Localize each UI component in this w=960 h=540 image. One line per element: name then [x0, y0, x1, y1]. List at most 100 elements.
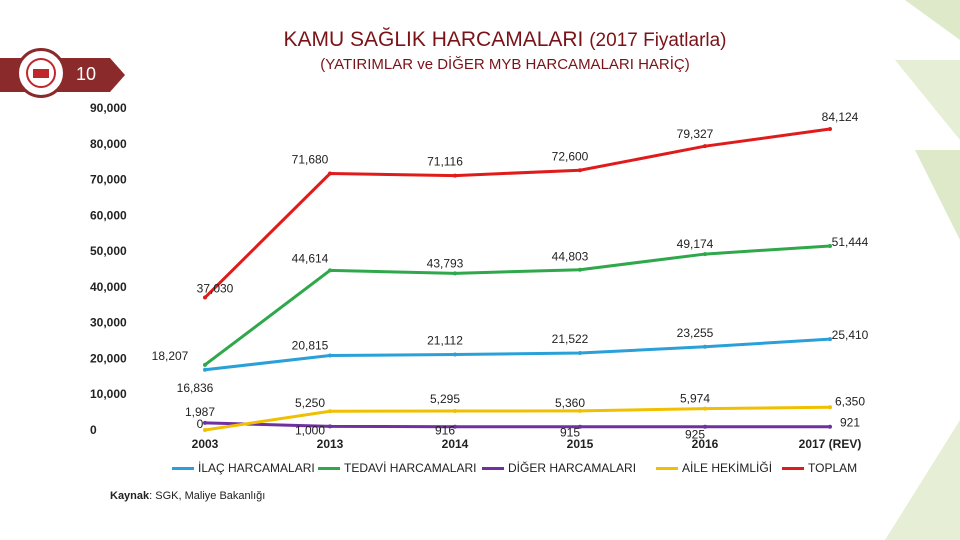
legend-swatch — [172, 466, 194, 470]
data-point — [203, 420, 207, 425]
data-label: 916 — [435, 424, 455, 438]
data-point — [703, 144, 707, 149]
series-line — [203, 127, 831, 299]
x-tick-label: 2017 (REV) — [799, 437, 862, 451]
x-tick-label: 2013 — [317, 437, 344, 451]
series-line — [204, 337, 831, 372]
y-tick-label: 10,000 — [90, 387, 127, 401]
series-line — [204, 405, 831, 432]
chart-title: KAMU SAĞLIK HARCAMALARI (2017 Fiyatlarla… — [0, 28, 960, 52]
data-point — [203, 295, 207, 300]
chart-title-main: KAMU SAĞLIK HARCAMALARI — [283, 28, 584, 51]
data-point — [453, 271, 457, 276]
data-label: 43,793 — [427, 256, 464, 270]
data-label: 5,250 — [295, 396, 325, 410]
y-tick-label: 60,000 — [90, 208, 127, 222]
data-label: 5,974 — [680, 392, 710, 406]
data-point — [828, 337, 832, 342]
data-label: 25,410 — [832, 328, 869, 342]
legend-swatch — [656, 466, 678, 470]
legend-item: TEDAVİ HARCAMALARI — [318, 461, 476, 475]
y-tick-label: 30,000 — [90, 316, 127, 330]
chart-title-sub: (2017 Fiyatlarla) — [589, 30, 727, 51]
data-point — [328, 268, 332, 273]
source-note: Kaynak: SGK, Maliye Bakanlığı — [110, 490, 265, 502]
data-label: 21,522 — [552, 332, 589, 346]
data-label: 51,444 — [832, 235, 869, 249]
data-point — [328, 424, 332, 429]
data-label: 44,803 — [552, 250, 589, 264]
data-label: 72,600 — [552, 149, 589, 163]
y-tick-label: 50,000 — [90, 244, 127, 258]
data-label: 1,987 — [185, 405, 215, 419]
data-point — [828, 405, 832, 410]
data-point — [453, 352, 457, 357]
ministry-logo — [16, 48, 66, 98]
data-point — [328, 353, 332, 358]
data-label: 925 — [685, 428, 705, 442]
data-label: 915 — [560, 426, 580, 440]
data-label: 5,295 — [430, 392, 460, 406]
data-label: 84,124 — [822, 110, 859, 124]
data-point — [578, 168, 582, 173]
y-tick-label: 90,000 — [90, 101, 127, 115]
data-point — [203, 362, 207, 367]
slide-number: 10 — [76, 64, 97, 84]
x-tick-label: 2016 — [692, 437, 719, 451]
data-point — [828, 424, 832, 429]
data-point — [703, 424, 707, 429]
decorative-stripes — [885, 0, 960, 540]
data-point — [578, 408, 582, 413]
y-tick-label: 40,000 — [90, 280, 127, 294]
chart-subtitle: (YATIRIMLAR ve DİĞER MYB HARCAMALARI HAR… — [320, 56, 690, 73]
data-point — [828, 127, 832, 132]
series-line — [204, 244, 831, 367]
legend-swatch — [318, 466, 340, 470]
data-label: 6,350 — [835, 394, 865, 408]
series-line — [204, 421, 831, 429]
data-point — [578, 424, 582, 429]
y-tick-label: 0 — [90, 423, 97, 437]
data-label: 18,207 — [152, 349, 189, 363]
y-tick-label: 20,000 — [90, 351, 127, 365]
data-label: 1,000 — [295, 423, 325, 437]
data-point — [453, 409, 457, 414]
data-label: 0 — [197, 417, 204, 431]
data-label: 71,116 — [427, 155, 463, 169]
legend-item: DİĞER HARCAMALARI — [482, 461, 636, 475]
data-point — [703, 252, 707, 257]
legend-swatch — [482, 466, 504, 470]
data-label: 49,174 — [677, 237, 714, 251]
source-text: : SGK, Maliye Bakanlığı — [149, 490, 266, 502]
legend-label: TEDAVİ HARCAMALARI — [344, 461, 477, 475]
data-point — [203, 428, 207, 432]
y-tick-label: 70,000 — [90, 173, 127, 187]
data-label: 5,360 — [555, 396, 585, 410]
data-point — [328, 409, 332, 414]
legend-label: DİĞER HARCAMALARI — [508, 461, 637, 475]
data-label: 20,815 — [292, 339, 329, 353]
legend-item: AİLE HEKİMLİĞİ — [656, 461, 772, 475]
x-tick-label: 2003 — [192, 437, 219, 451]
data-label: 921 — [840, 416, 860, 430]
data-label: 44,614 — [292, 251, 329, 265]
data-label: 16,836 — [177, 381, 214, 395]
legend-label: İLAÇ HARCAMALARI — [198, 461, 315, 475]
data-label: 21,112 — [427, 333, 463, 347]
data-point — [453, 173, 457, 178]
data-label: 23,255 — [677, 326, 714, 340]
data-point — [203, 367, 207, 372]
legend-label: AİLE HEKİMLİĞİ — [682, 461, 773, 475]
data-point — [328, 171, 332, 176]
data-label: 79,327 — [677, 127, 714, 141]
data-point — [703, 344, 707, 349]
legend-item: İLAÇ HARCAMALARI — [172, 461, 315, 475]
data-point — [703, 406, 707, 411]
x-tick-label: 2015 — [567, 437, 594, 451]
legend-swatch — [782, 466, 804, 470]
data-point — [578, 267, 582, 272]
data-point — [453, 424, 457, 429]
data-point — [828, 243, 832, 248]
source-label: Kaynak — [110, 490, 150, 502]
